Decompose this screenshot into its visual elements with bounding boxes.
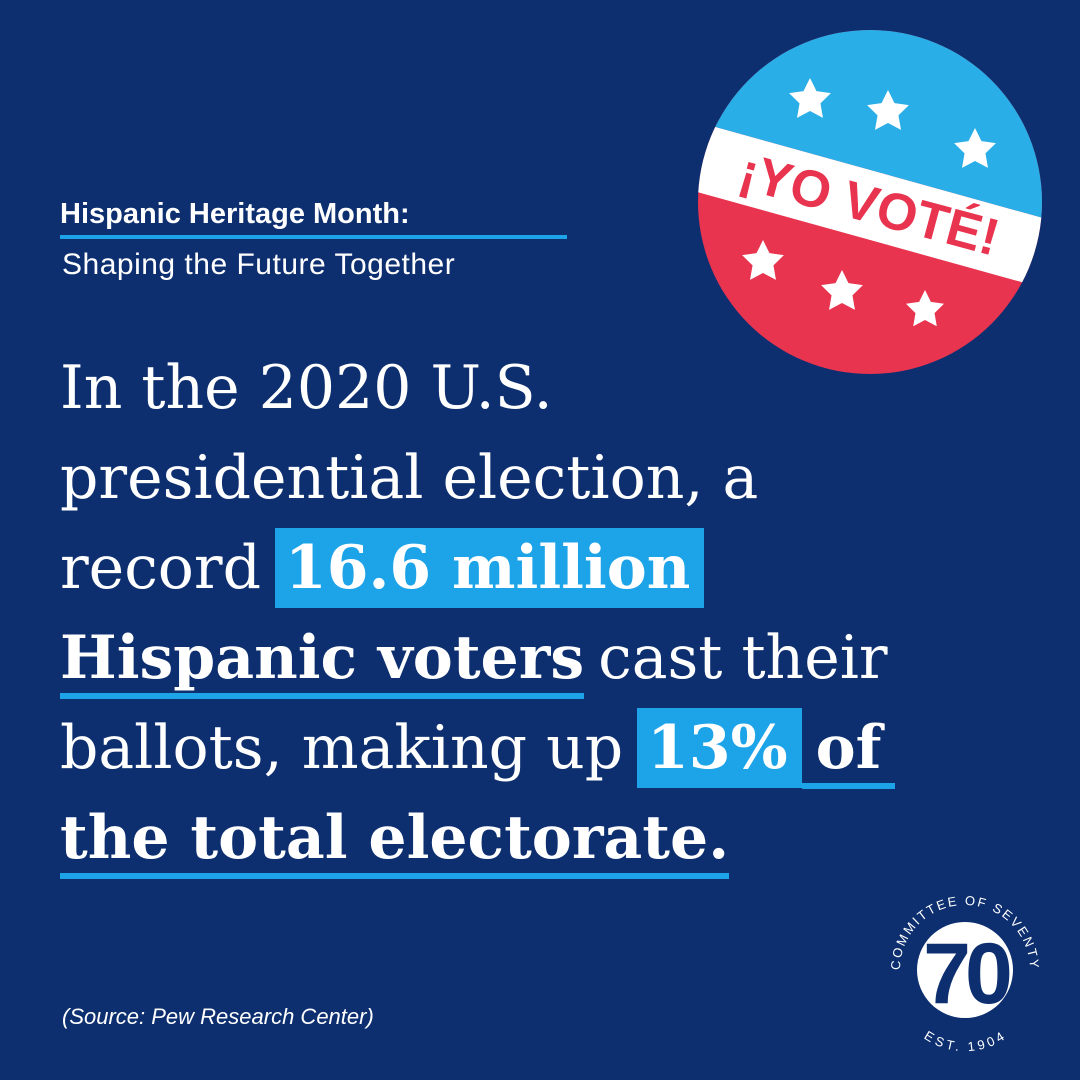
- highlight-text: 13%: [637, 708, 802, 788]
- badge-text: ¡YO VOTÉ!: [733, 143, 1005, 268]
- logo-number: 70: [923, 926, 1010, 1022]
- source: (Source: Pew Research Center): [62, 1004, 374, 1029]
- body-line: Hispanic voters cast their: [60, 618, 902, 699]
- body-line: ballots, making up 13% of: [60, 708, 909, 789]
- header-subtitle: Shaping the Future Together: [62, 248, 456, 281]
- body-line: In the 2020 U.S.: [60, 348, 567, 428]
- logo-ring: COMMITTEE OF SEVENTY: [888, 893, 1042, 971]
- body-text: record: [60, 533, 262, 603]
- body-line: record 16.6 million: [60, 528, 718, 608]
- underlined-text: of: [801, 713, 896, 789]
- highlight-text: 16.6 million: [275, 528, 705, 608]
- logo-est-text: EST. 1904: [922, 1028, 1007, 1055]
- body-line: presidential election, a: [60, 438, 772, 518]
- logo-ring-text: COMMITTEE OF SEVENTY: [888, 893, 1040, 971]
- header-title: Hispanic Heritage Month:: [60, 197, 567, 239]
- body-text: In the 2020 U.S.: [60, 353, 553, 423]
- body-text: ballots, making up: [60, 713, 624, 783]
- body-text: presidential election, a: [60, 443, 759, 513]
- logo-est: EST. 1904: [922, 1028, 1009, 1055]
- body-text: cast their: [598, 623, 888, 693]
- logo: 70 COMMITTEE OF SEVENTY EST. 1904: [888, 893, 1042, 1055]
- underlined-text: Hispanic voters: [60, 623, 585, 699]
- body-line: the total electorate.: [60, 798, 743, 879]
- underlined-text: the total electorate.: [60, 803, 730, 879]
- badge: [698, 30, 1042, 374]
